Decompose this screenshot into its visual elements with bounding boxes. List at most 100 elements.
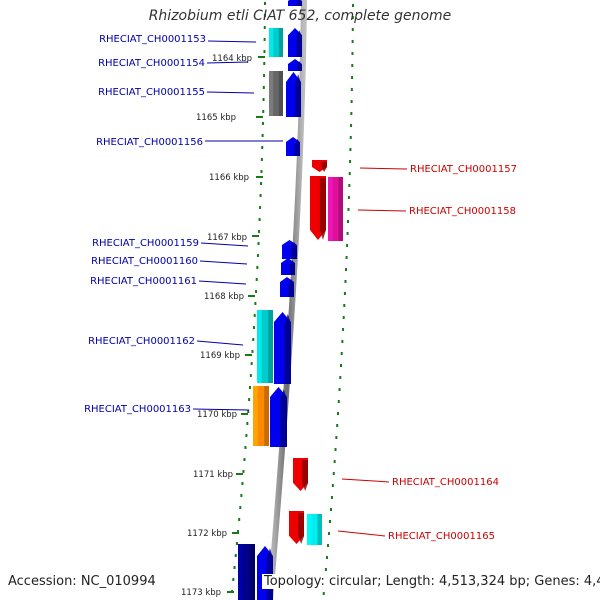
gene-label[interactable]: RHECIAT_CH0001156	[96, 137, 203, 148]
gene-label[interactable]: RHECIAT_CH0001163	[84, 404, 191, 415]
track-dot	[263, 62, 266, 65]
track-dot	[262, 86, 265, 89]
gene-arrow[interactable]	[286, 72, 301, 117]
axis-tick	[241, 413, 248, 415]
track-dot	[350, 88, 353, 91]
track-dot	[261, 122, 264, 125]
track-dot	[345, 256, 348, 259]
gene-feature-box	[253, 386, 269, 446]
gene-leader-line	[200, 242, 249, 247]
gene-arrow[interactable]	[274, 312, 291, 384]
gene-feature-box	[307, 514, 322, 545]
gene-label[interactable]: RHECIAT_CH0001164	[392, 477, 499, 488]
gene-label[interactable]: RHECIAT_CH0001159	[92, 238, 199, 249]
track-dot	[248, 398, 251, 401]
track-dot	[331, 484, 334, 487]
track-dot	[342, 328, 345, 331]
gene-arrow[interactable]	[288, 0, 302, 6]
gene-arrow[interactable]	[288, 28, 302, 57]
axis-tick-label: 1169 kbp	[200, 351, 240, 361]
track-dot	[351, 16, 354, 19]
gene-feature-box	[269, 71, 283, 116]
track-dot	[345, 268, 348, 271]
track-dot	[251, 350, 254, 353]
gene-label[interactable]: RHECIAT_CH0001162	[88, 336, 195, 347]
track-dot	[255, 278, 258, 281]
gene-label[interactable]: RHECIAT_CH0001155	[98, 87, 205, 98]
track-dot	[351, 40, 354, 43]
gene-label[interactable]: RHECIAT_CH0001153	[99, 34, 206, 45]
gene-arrow[interactable]	[270, 387, 287, 447]
track-dot	[351, 4, 354, 7]
track-dot	[263, 38, 266, 41]
gene-label[interactable]: RHECIAT_CH0001161	[90, 276, 197, 287]
track-dot	[337, 400, 340, 403]
gene-arrow[interactable]	[312, 160, 327, 172]
gene-arrow[interactable]	[286, 137, 300, 156]
track-dot	[351, 64, 354, 67]
track-dot	[243, 458, 246, 461]
track-dot	[261, 134, 264, 137]
gene-arrow[interactable]	[289, 511, 304, 544]
axis-tick-label: 1170 kbp	[197, 410, 237, 420]
track-dot	[349, 160, 352, 163]
gene-label[interactable]: RHECIAT_CH0001158	[409, 206, 516, 217]
gene-label[interactable]: RHECIAT_CH0001160	[91, 256, 198, 267]
gene-leader-line	[341, 478, 390, 483]
gene-arrow[interactable]	[293, 458, 308, 491]
gene-label[interactable]: RHECIAT_CH0001154	[98, 58, 205, 69]
track-dot	[347, 208, 350, 211]
track-dot	[328, 532, 331, 535]
gene-arrow[interactable]	[288, 59, 302, 71]
track-dot	[349, 148, 352, 151]
gene-feature-box	[257, 310, 273, 383]
track-dot	[335, 436, 338, 439]
track-dot	[333, 460, 336, 463]
gene-label[interactable]: RHECIAT_CH0001157	[410, 164, 517, 175]
axis-tick	[236, 473, 243, 475]
track-dot	[263, 14, 266, 17]
gene-leader-line	[206, 61, 249, 64]
axis-tick-label: 1168 kbp	[204, 292, 244, 302]
track-dot	[262, 98, 265, 101]
track-dot	[254, 302, 257, 305]
axis-tick	[245, 354, 252, 356]
gene-label[interactable]: RHECIAT_CH0001165	[388, 531, 495, 542]
track-dot	[256, 266, 259, 269]
track-dot	[261, 146, 264, 149]
track-dot	[348, 184, 351, 187]
track-dot	[346, 232, 349, 235]
track-dot	[327, 544, 330, 547]
track-dot	[258, 230, 261, 233]
track-dot	[324, 568, 327, 571]
gene-arrow[interactable]	[280, 277, 294, 297]
axis-tick	[232, 532, 239, 534]
track-dot	[350, 112, 353, 115]
gene-arrow[interactable]	[282, 240, 297, 259]
axis-tick-label: 1167 kbp	[207, 233, 247, 243]
track-dot	[351, 52, 354, 55]
track-dot	[263, 50, 266, 53]
gene-arrow[interactable]	[310, 176, 326, 240]
axis-tick	[256, 116, 263, 118]
track-dot	[253, 314, 256, 317]
genome-stats-label: Topology: circular; Length: 4,513,324 bp…	[262, 574, 600, 589]
accession-label: Accession: NC_010994	[8, 574, 156, 589]
axis-tick-label: 1164 kbp	[212, 54, 252, 64]
track-dot	[341, 340, 344, 343]
gene-leader-line	[199, 260, 248, 265]
gene-arrow[interactable]	[281, 258, 295, 275]
track-dot	[343, 304, 346, 307]
track-dot	[332, 472, 335, 475]
track-dot	[260, 170, 263, 173]
gene-arrow[interactable]	[257, 546, 273, 600]
track-dot	[260, 158, 263, 161]
track-dot	[351, 76, 354, 79]
ticks-layer: 1164 kbp 1165 kbp 1166 kbp 1167 kbp 1168 kbp…	[181, 54, 265, 598]
axis-tick-label: 1166 kbp	[209, 173, 249, 183]
track-dot	[338, 388, 341, 391]
gene-feature-box	[238, 544, 255, 600]
track-dot	[242, 470, 245, 473]
track-dot	[336, 412, 339, 415]
